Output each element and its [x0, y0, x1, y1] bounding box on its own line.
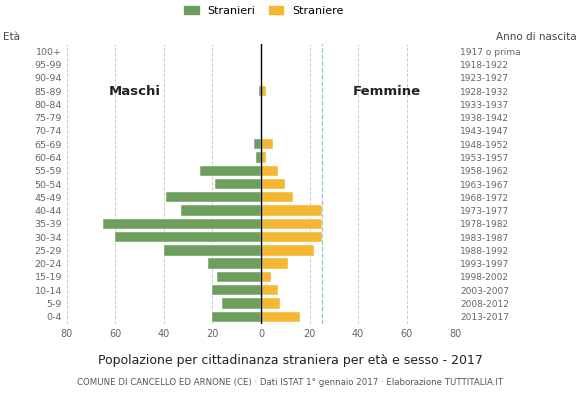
Bar	[261, 179, 285, 189]
Text: Anno di nascita: Anno di nascita	[496, 32, 577, 42]
Text: COMUNE DI CANCELLO ED ARNONE (CE) · Dati ISTAT 1° gennaio 2017 · Elaborazione TU: COMUNE DI CANCELLO ED ARNONE (CE) · Dati…	[77, 378, 503, 387]
Bar	[166, 192, 261, 202]
Bar	[253, 139, 261, 149]
Text: Età: Età	[3, 32, 20, 42]
Bar	[261, 258, 288, 269]
Bar	[259, 86, 261, 96]
Bar	[218, 272, 261, 282]
Bar	[222, 298, 261, 309]
Bar	[261, 245, 314, 256]
Bar	[261, 139, 273, 149]
Bar	[200, 166, 261, 176]
Bar	[261, 298, 281, 309]
Bar	[261, 312, 300, 322]
Bar	[261, 285, 278, 295]
Bar	[103, 219, 261, 229]
Bar	[261, 152, 266, 163]
Bar	[164, 245, 261, 256]
Bar	[115, 232, 261, 242]
Bar	[261, 86, 266, 96]
Bar	[261, 219, 322, 229]
Bar	[261, 232, 322, 242]
Bar	[212, 312, 261, 322]
Bar	[256, 152, 261, 163]
Bar	[261, 166, 278, 176]
Bar	[181, 205, 261, 216]
Bar	[261, 192, 292, 202]
Text: Femmine: Femmine	[353, 85, 421, 98]
Bar	[212, 285, 261, 295]
Text: Popolazione per cittadinanza straniera per età e sesso - 2017: Popolazione per cittadinanza straniera p…	[97, 354, 483, 367]
Bar	[215, 179, 261, 189]
Bar	[208, 258, 261, 269]
Bar	[261, 205, 322, 216]
Legend: Stranieri, Straniere: Stranieri, Straniere	[184, 6, 343, 16]
Text: Maschi: Maschi	[108, 85, 161, 98]
Bar	[261, 272, 271, 282]
